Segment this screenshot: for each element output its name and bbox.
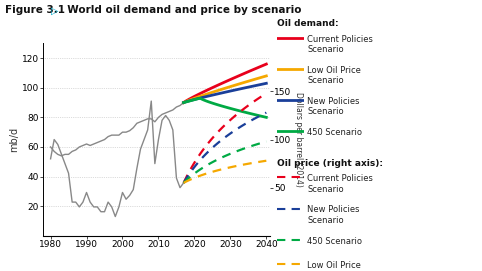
Text: Low Oil Price
Scenario: Low Oil Price Scenario	[307, 66, 361, 85]
Text: Low Oil Price
Scenario: Low Oil Price Scenario	[307, 261, 361, 271]
Text: Oil price (right axis):: Oil price (right axis):	[277, 159, 383, 167]
Text: Oil demand:: Oil demand:	[277, 19, 339, 28]
Text: New Policies
Scenario: New Policies Scenario	[307, 205, 360, 225]
Text: 450 Scenario: 450 Scenario	[307, 128, 362, 137]
Text: ▷: ▷	[51, 5, 58, 15]
Text: Current Policies
Scenario: Current Policies Scenario	[307, 35, 373, 54]
Text: Current Policies
Scenario: Current Policies Scenario	[307, 174, 373, 194]
Text: World oil demand and price by scenario: World oil demand and price by scenario	[60, 5, 302, 15]
Text: 450 Scenario: 450 Scenario	[307, 237, 362, 246]
Text: Figure 3.1: Figure 3.1	[5, 5, 65, 15]
Y-axis label: mb/d: mb/d	[9, 127, 19, 152]
Y-axis label: Dollars per barrel (2014): Dollars per barrel (2014)	[294, 92, 303, 187]
Text: New Policies
Scenario: New Policies Scenario	[307, 97, 360, 117]
